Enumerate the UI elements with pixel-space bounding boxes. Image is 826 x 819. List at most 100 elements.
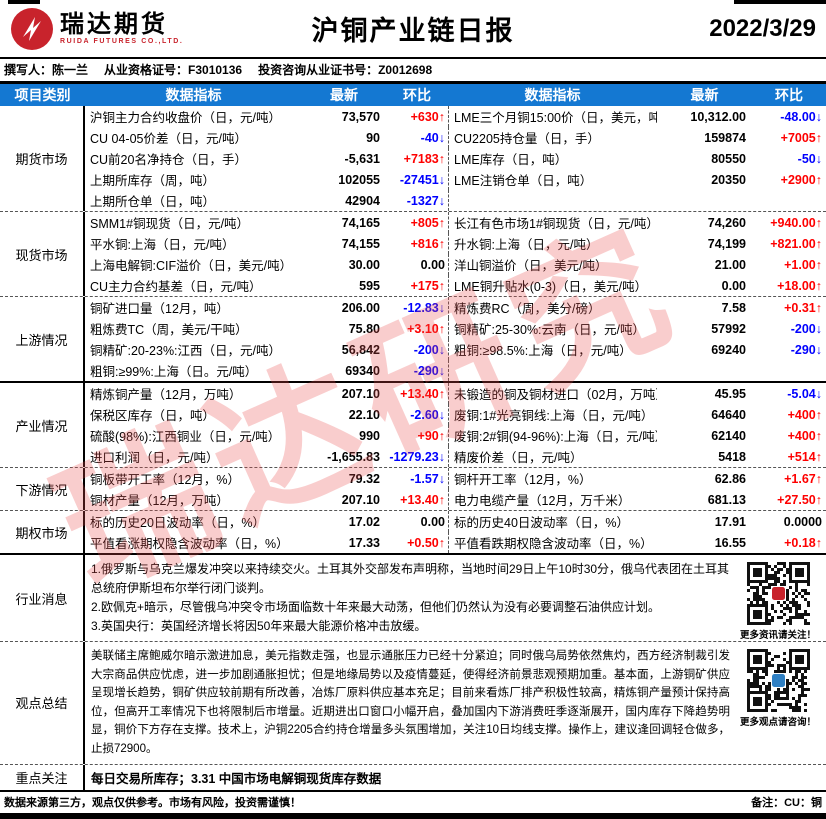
table-row: 硫酸(98%):江西铜业（日，元/吨） 990 +90↑ 废铜:2#铜(94-96%)…	[85, 425, 826, 446]
latest-value: 207.10	[341, 492, 380, 507]
indicator-label: 粗铜:≥98.5%:上海（日，元/吨）	[448, 339, 657, 360]
text-content: 美联储主席鲍威尔暗示激进加息，美元指数走强，也显示通胀压力已经十分紧迫；同时俄乌…	[85, 642, 826, 764]
indicator-label: 粗铜:≥99%:上海（日。元/吨）	[90, 365, 258, 379]
indicator-label: 铜杆开工率（12月，%）	[448, 468, 657, 489]
indicator-label: 上海电解铜:CIF溢价（日，美元/吨）	[90, 259, 293, 273]
table-row: CU前20名净持仓（日，手） -5,631 +7183↑ LME库存（日，吨） 8055…	[85, 148, 826, 169]
section-rows: 上游情况 铜矿进口量（12月，吨） 206.00 -12.83↓ 精炼费RC（周，美分/…	[0, 296, 826, 381]
change-value: +7005↑	[780, 130, 822, 145]
data-table: 项目类别 数据指标 最新 环比 数据指标 最新 环比 期货市场 沪铜主力合约收盘价…	[0, 84, 826, 790]
change-value: +0.18↑	[784, 535, 822, 550]
indicator-label: 铜板带开工率（12月，%）	[90, 473, 241, 487]
indicator-label: 标的历史20日波动率（日，%）	[90, 516, 266, 530]
col-header-category: 项目类别	[14, 87, 71, 103]
change-value: -27451↓	[399, 172, 445, 187]
change-value: +0.31↑	[784, 300, 822, 315]
footnote: 备注：CU：铜	[751, 796, 822, 809]
qr-code-image	[746, 562, 810, 625]
table-row: 沪铜主力合约收盘价（日，元/吨） 73,570 +630↑ LME三个月铜15:00价…	[85, 106, 826, 127]
change-value: +3.10↑	[407, 321, 445, 336]
latest-value: 75.80	[348, 321, 380, 336]
change-value: -290↓	[790, 342, 822, 357]
latest-value: 69240	[711, 342, 746, 357]
latest-value: -1,655.83	[327, 449, 380, 464]
indicator-label: 未锻造的铜及铜材进口（02月，万吨）	[448, 383, 657, 404]
change-value: -1279.23↓	[389, 449, 445, 464]
change-value: -50↓	[797, 151, 822, 166]
change-value: +1.67↑	[784, 471, 822, 486]
latest-value: 80550	[711, 151, 746, 166]
category-label: 期货市场	[0, 106, 85, 211]
indicator-label: CU主力合约基差（日，元/吨）	[90, 280, 262, 294]
text-content: 1.俄罗斯与乌克兰爆发冲突以来持续交火。土耳其外交部发布声明称，当地时间29日上…	[85, 555, 826, 641]
table-row: 铜精矿:20-23%:江西（日，元/吨） 56,842 -200↓ 粗铜:≥98.5%…	[85, 339, 826, 360]
indicator-label: CU前20名净持仓（日，手）	[90, 153, 247, 167]
col-header-indicator-r: 数据指标	[524, 87, 581, 103]
indicator-label: 铜精矿:20-23%:江西（日，元/吨）	[90, 344, 282, 358]
indicator-label: 铜材产量（12月，万吨）	[90, 494, 229, 508]
table-row: 上期所库存（周，吨） 102055 -27451↓ LME注销仓单（日，吨） 20350…	[85, 169, 826, 190]
latest-value: 595	[359, 278, 380, 293]
latest-value: 42904	[345, 193, 380, 208]
latest-value: 7.58	[721, 300, 746, 315]
indicator-label: 洋山铜溢价（日，美元/吨）	[448, 254, 657, 275]
rows-wrap: 铜矿进口量（12月，吨） 206.00 -12.83↓ 精炼费RC（周，美分/磅） 7.…	[85, 297, 826, 381]
change-value: +805↑	[410, 215, 445, 230]
category-label: 下游情况	[0, 468, 85, 510]
change-value: -5.04↓	[787, 386, 822, 401]
table-row: 进口利润（日，元/吨） -1,655.83 -1279.23↓ 精废价差（日，元/吨）…	[85, 446, 826, 467]
category-label: 现货市场	[0, 212, 85, 296]
latest-value: 159874	[704, 130, 746, 145]
change-value: -40↓	[420, 130, 445, 145]
change-value: -1327↓	[406, 193, 445, 208]
latest-value: 30.00	[348, 257, 380, 272]
change-value: +175↑	[410, 278, 445, 293]
col-header-change-l: 环比	[403, 87, 431, 103]
indicator-label: 标的历史40日波动率（日，%）	[448, 511, 657, 532]
indicator-label: CU2205持仓量（日，手）	[448, 127, 657, 148]
latest-value: 64640	[711, 407, 746, 422]
qr-code: 更多资讯请关注！	[736, 562, 820, 641]
indicator-label: 精炼费RC（周，美分/磅）	[448, 297, 657, 318]
company-name: 瑞达期货	[60, 11, 168, 38]
byline: 撰写人：陈一兰 从业资格证号：F3010136 投资咨询从业证书号：Z00126…	[0, 57, 826, 84]
latest-value: 57992	[711, 321, 746, 336]
change-value: +90↑	[417, 428, 445, 443]
latest-value: 90	[366, 130, 380, 145]
report-date: 2022/3/29	[709, 14, 816, 42]
latest-value: -5,631	[344, 151, 380, 166]
indicator-label: 沪铜主力合约收盘价（日，元/吨）	[90, 111, 281, 125]
rows-wrap: 铜板带开工率（12月，%） 79.32 -1.57↓ 铜杆开工率（12月，%） 62.8…	[85, 468, 826, 510]
category-label: 观点总结	[0, 642, 85, 764]
table-row: 上期所仓单（日，吨） 42904 -1327↓	[85, 190, 826, 211]
table-row: 铜板带开工率（12月，%） 79.32 -1.57↓ 铜杆开工率（12月，%） 62.8…	[85, 468, 826, 489]
section-rows: 下游情况 铜板带开工率（12月，%） 79.32 -1.57↓ 铜杆开工率（12月，%）…	[0, 467, 826, 510]
change-value: -12.83↓	[403, 300, 445, 315]
change-value: +400↑	[787, 428, 822, 443]
latest-value: 681.13	[707, 492, 746, 507]
indicator-label: CU 04-05价差（日，元/吨）	[90, 132, 247, 146]
col-header-latest-r: 最新	[690, 87, 719, 103]
qr-code-image	[746, 649, 810, 712]
table-row: SMM1#铜现货（日，元/吨） 74,165 +805↑ 长江有色市场1#铜现货（日，…	[85, 212, 826, 233]
author: 撰写人：陈一兰	[4, 63, 89, 77]
latest-value: 74,199	[707, 236, 746, 251]
indicator-label: 上期所仓单（日，吨）	[90, 195, 216, 209]
change-value: +816↑	[410, 236, 445, 251]
change-value: +2900↑	[780, 172, 822, 187]
latest-value: 74,155	[341, 236, 380, 251]
latest-value: 74,260	[707, 215, 746, 230]
category-label: 产业情况	[0, 383, 85, 467]
indicator-label: 精炼铜产量（12月，万吨）	[90, 388, 242, 402]
section-rows: 现货市场 SMM1#铜现货（日，元/吨） 74,165 +805↑ 长江有色市场1#铜现…	[0, 211, 826, 296]
latest-value: 990	[359, 428, 380, 443]
qualification-no: 从业资格证号：F3010136	[104, 63, 243, 77]
table-body: 期货市场 沪铜主力合约收盘价（日，元/吨） 73,570 +630↑ LME三个月铜15…	[0, 106, 826, 790]
news-item: 1.俄罗斯与乌克兰爆发冲突以来持续交火。土耳其外交部发布声明称，当地时间29日上…	[91, 562, 730, 595]
change-value: +400↑	[787, 407, 822, 422]
indicator-label: 废铜:2#铜(94-96%):上海（日，元/吨）	[448, 425, 657, 446]
indicator-label: 上期所库存（周，吨）	[90, 174, 216, 188]
summary-paragraph: 美联储主席鲍威尔暗示激进加息，美元指数走强，也显示通胀压力已经十分紧迫；同时俄乌…	[91, 650, 730, 755]
indicator-label: 保税区库存（日，吨）	[90, 409, 216, 423]
